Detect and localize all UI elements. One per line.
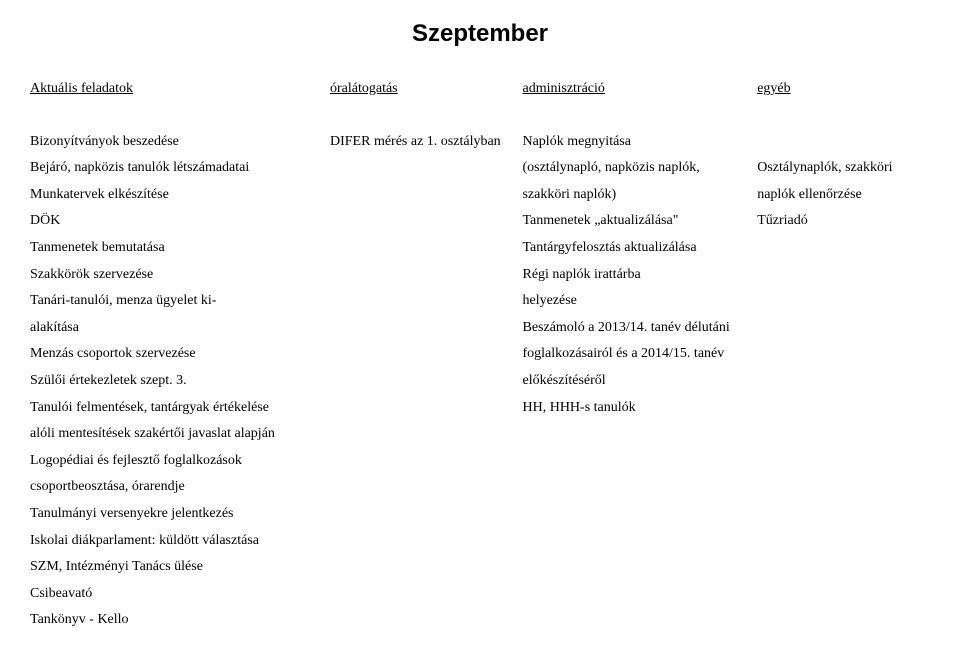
spacer <box>30 103 318 129</box>
col1-line: Bizonyítványok beszedése <box>30 129 318 156</box>
col1-line: Menzás csoportok szervezése <box>30 341 318 368</box>
col3-line: Tanmenetek „aktualizálása" <box>522 208 745 235</box>
col1-line: Tankönyv - Kello <box>30 607 318 634</box>
column-egyeb: egyéb Osztálynaplók, szakköri naplók ell… <box>757 76 930 235</box>
spacer <box>330 103 510 129</box>
col3-line: Naplók megnyitása <box>522 129 745 156</box>
col3-line: Beszámoló a 2013/14. tanév délutáni <box>522 315 745 342</box>
col1-line: SZM, Intézményi Tanács ülése <box>30 554 318 581</box>
col4-line <box>757 129 930 156</box>
col3-line: szakköri naplók) <box>522 182 745 209</box>
content-columns: Aktuális feladatok Bizonyítványok beszed… <box>30 76 930 634</box>
col1-line: Tanulói felmentések, tantárgyak értékelé… <box>30 395 318 422</box>
col1-line: alakítása <box>30 315 318 342</box>
col3-line: foglalkozásairól és a 2014/15. tanév <box>522 341 745 368</box>
col3-line: előkészítéséről <box>522 368 745 395</box>
spacer <box>522 103 745 129</box>
column-header-1: Aktuális feladatok <box>30 76 318 103</box>
col1-line: Csibeavató <box>30 581 318 608</box>
column-adminisztracio: adminisztráció Naplók megnyitása (osztál… <box>522 76 757 421</box>
col1-line: Munkatervek elkészítése <box>30 182 318 209</box>
col1-line: Logopédiai és fejlesztő foglalkozások <box>30 448 318 475</box>
col1-line: Tanári-tanulói, menza ügyelet ki- <box>30 288 318 315</box>
col1-line: Tanulmányi versenyekre jelentkezés <box>30 501 318 528</box>
col4-line: naplók ellenőrzése <box>757 182 930 209</box>
column-header-2: óralátogatás <box>330 76 510 103</box>
col2-line: DIFER mérés az 1. osztályban <box>330 129 510 156</box>
col3-line: Régi naplók irattárba <box>522 262 745 289</box>
column-header-3: adminisztráció <box>522 76 745 103</box>
col4-line: Tűzriadó <box>757 208 930 235</box>
col1-line: Bejáró, napközis tanulók létszámadatai <box>30 155 318 182</box>
col1-line: alóli mentesítések szakértői javaslat al… <box>30 421 318 448</box>
col3-line: HH, HHH-s tanulók <box>522 395 745 422</box>
col1-line: Szülői értekezletek szept. 3. <box>30 368 318 395</box>
col1-line: Tanmenetek bemutatása <box>30 235 318 262</box>
col1-line: DÖK <box>30 208 318 235</box>
page-title: Szeptember <box>30 20 930 48</box>
spacer <box>757 103 930 129</box>
col3-line: helyezése <box>522 288 745 315</box>
column-aktualis-feladatok: Aktuális feladatok Bizonyítványok beszed… <box>30 76 330 634</box>
col3-line: (osztálynapló, napközis naplók, <box>522 155 745 182</box>
column-oralatogatas: óralátogatás DIFER mérés az 1. osztályba… <box>330 76 522 155</box>
col3-line: Tantárgyfelosztás aktualizálása <box>522 235 745 262</box>
col1-line: Szakkörök szervezése <box>30 262 318 289</box>
column-header-4: egyéb <box>757 76 930 103</box>
col1-line: csoportbeosztása, órarendje <box>30 474 318 501</box>
col4-line: Osztálynaplók, szakköri <box>757 155 930 182</box>
col1-line: Iskolai diákparlament: küldött választás… <box>30 528 318 555</box>
